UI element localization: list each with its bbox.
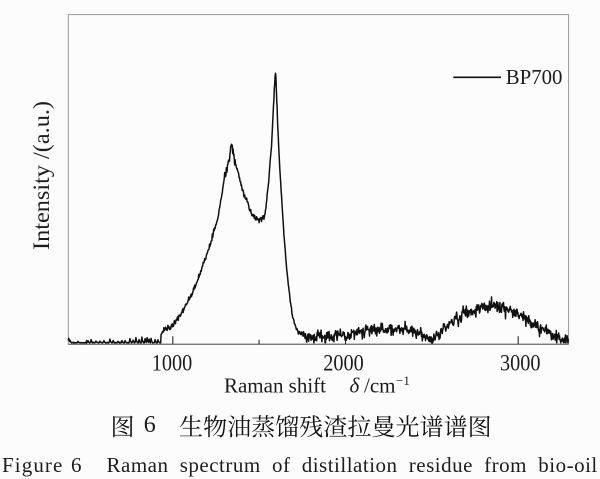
svg-text:Intensity /(a.u.): Intensity /(a.u.) [29, 101, 54, 250]
svg-text:Figure: Figure [2, 453, 63, 477]
svg-text:δ: δ [350, 374, 361, 398]
svg-text:1000: 1000 [152, 351, 193, 376]
svg-text:6: 6 [71, 453, 82, 477]
svg-text:3000: 3000 [500, 351, 541, 376]
svg-text:/cm: /cm [364, 374, 396, 398]
svg-text:Raman shift: Raman shift [224, 374, 326, 398]
svg-text:Raman spectrum of distillation: Raman spectrum of distillation residue f… [107, 453, 598, 477]
svg-text:6: 6 [144, 412, 156, 438]
svg-text:BP700: BP700 [506, 66, 563, 89]
svg-text:−1: −1 [396, 373, 410, 388]
svg-text:2000: 2000 [323, 351, 364, 376]
